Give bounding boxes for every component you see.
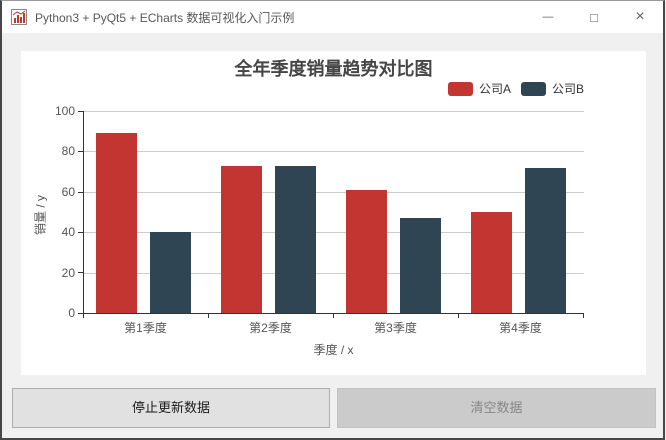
x-tick-mark	[458, 313, 459, 318]
minimize-button[interactable]: —	[542, 11, 554, 23]
legend-marker-company-b	[520, 81, 546, 96]
stop-update-button[interactable]: 停止更新数据	[12, 388, 330, 428]
legend-label-company-b: 公司B	[551, 82, 584, 96]
bar-series1-cat3[interactable]	[525, 168, 566, 313]
bar-series1-cat0[interactable]	[150, 232, 191, 313]
x-category-label-q3: 第3季度	[374, 321, 417, 335]
x-tick-mark	[83, 313, 84, 318]
x-category-label-q1: 第1季度	[124, 321, 167, 335]
chart-title: 全年季度销量趋势对比图	[234, 59, 433, 79]
bar-series0-cat1[interactable]	[221, 166, 262, 313]
legend-item-company-b[interactable]: 公司B	[520, 80, 584, 97]
legend-item-company-a[interactable]: 公司A	[447, 80, 511, 97]
bar-series1-cat1[interactable]	[275, 166, 316, 313]
y-tick-mark	[78, 111, 83, 112]
gridline-40	[84, 232, 584, 233]
client-area: 全年季度销量趋势对比图 公司A 公司B 0 20 40 60 80 100	[2, 33, 663, 438]
maximize-button[interactable]: □	[590, 9, 598, 25]
bar-series0-cat2[interactable]	[346, 190, 387, 313]
y-tick-mark	[78, 313, 83, 314]
app-icon	[11, 9, 27, 25]
x-category-label-q2: 第2季度	[249, 321, 292, 335]
y-tick-label-80: 80	[61, 144, 75, 158]
legend-marker-company-a	[447, 81, 473, 96]
y-tick-mark	[78, 192, 83, 193]
y-tick-mark	[78, 232, 83, 233]
x-category-label-q4: 第4季度	[499, 321, 542, 335]
bar-series1-cat2[interactable]	[400, 218, 441, 313]
bar-series0-cat0[interactable]	[96, 133, 137, 313]
x-tick-mark	[583, 313, 584, 318]
x-axis-name: 季度 / x	[313, 343, 354, 357]
gridline-80	[84, 151, 584, 152]
y-tick-label-0: 0	[68, 306, 75, 320]
y-tick-label-100: 100	[54, 104, 75, 118]
window-title: Python3 + PyQt5 + ECharts 数据可视化入门示例	[35, 10, 295, 25]
bar-series0-cat3[interactable]	[471, 212, 512, 313]
gridline-100	[84, 111, 584, 112]
close-button[interactable]: ×	[635, 8, 645, 25]
title-bar[interactable]: Python3 + PyQt5 + ECharts 数据可视化入门示例 — □ …	[2, 1, 663, 33]
gridline-60	[84, 192, 584, 193]
gridline-20	[84, 273, 584, 274]
y-tick-label-20: 20	[61, 266, 75, 280]
plot-area	[83, 111, 584, 314]
clear-data-button[interactable]: 清空数据	[337, 388, 656, 428]
chart-panel: 全年季度销量趋势对比图 公司A 公司B 0 20 40 60 80 100	[21, 51, 646, 375]
legend-label-company-a: 公司A	[478, 82, 511, 96]
y-tick-mark	[78, 151, 83, 152]
x-tick-mark	[333, 313, 334, 318]
y-tick-mark	[78, 272, 83, 273]
x-tick-mark	[208, 313, 209, 318]
y-tick-label-40: 40	[61, 225, 75, 239]
chart-legend: 公司A 公司B	[447, 80, 584, 97]
y-tick-label-60: 60	[61, 185, 75, 199]
y-axis-name: 销量 / y	[33, 194, 48, 236]
